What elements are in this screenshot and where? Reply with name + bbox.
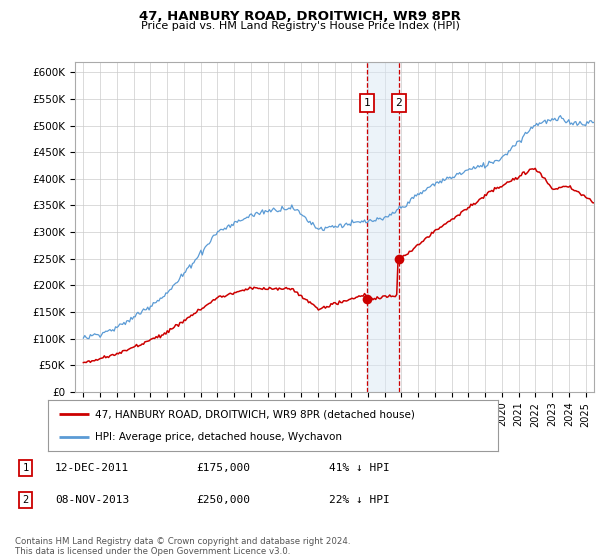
Text: Price paid vs. HM Land Registry's House Price Index (HPI): Price paid vs. HM Land Registry's House … xyxy=(140,21,460,31)
Text: HPI: Average price, detached house, Wychavon: HPI: Average price, detached house, Wych… xyxy=(95,432,342,442)
Text: 2: 2 xyxy=(395,98,403,108)
Bar xyxy=(367,62,399,392)
Text: 1: 1 xyxy=(22,463,29,473)
Text: £250,000: £250,000 xyxy=(196,495,250,505)
Text: 47, HANBURY ROAD, DROITWICH, WR9 8PR (detached house): 47, HANBURY ROAD, DROITWICH, WR9 8PR (de… xyxy=(95,409,415,419)
Text: 41% ↓ HPI: 41% ↓ HPI xyxy=(329,463,389,473)
Text: 08-NOV-2013: 08-NOV-2013 xyxy=(55,495,130,505)
Text: £175,000: £175,000 xyxy=(196,463,250,473)
Text: Contains HM Land Registry data © Crown copyright and database right 2024.
This d: Contains HM Land Registry data © Crown c… xyxy=(15,536,350,556)
Text: 12-DEC-2011: 12-DEC-2011 xyxy=(55,463,130,473)
Text: 47, HANBURY ROAD, DROITWICH, WR9 8PR: 47, HANBURY ROAD, DROITWICH, WR9 8PR xyxy=(139,10,461,23)
Text: 22% ↓ HPI: 22% ↓ HPI xyxy=(329,495,389,505)
Text: 2: 2 xyxy=(22,495,29,505)
Text: 1: 1 xyxy=(364,98,371,108)
